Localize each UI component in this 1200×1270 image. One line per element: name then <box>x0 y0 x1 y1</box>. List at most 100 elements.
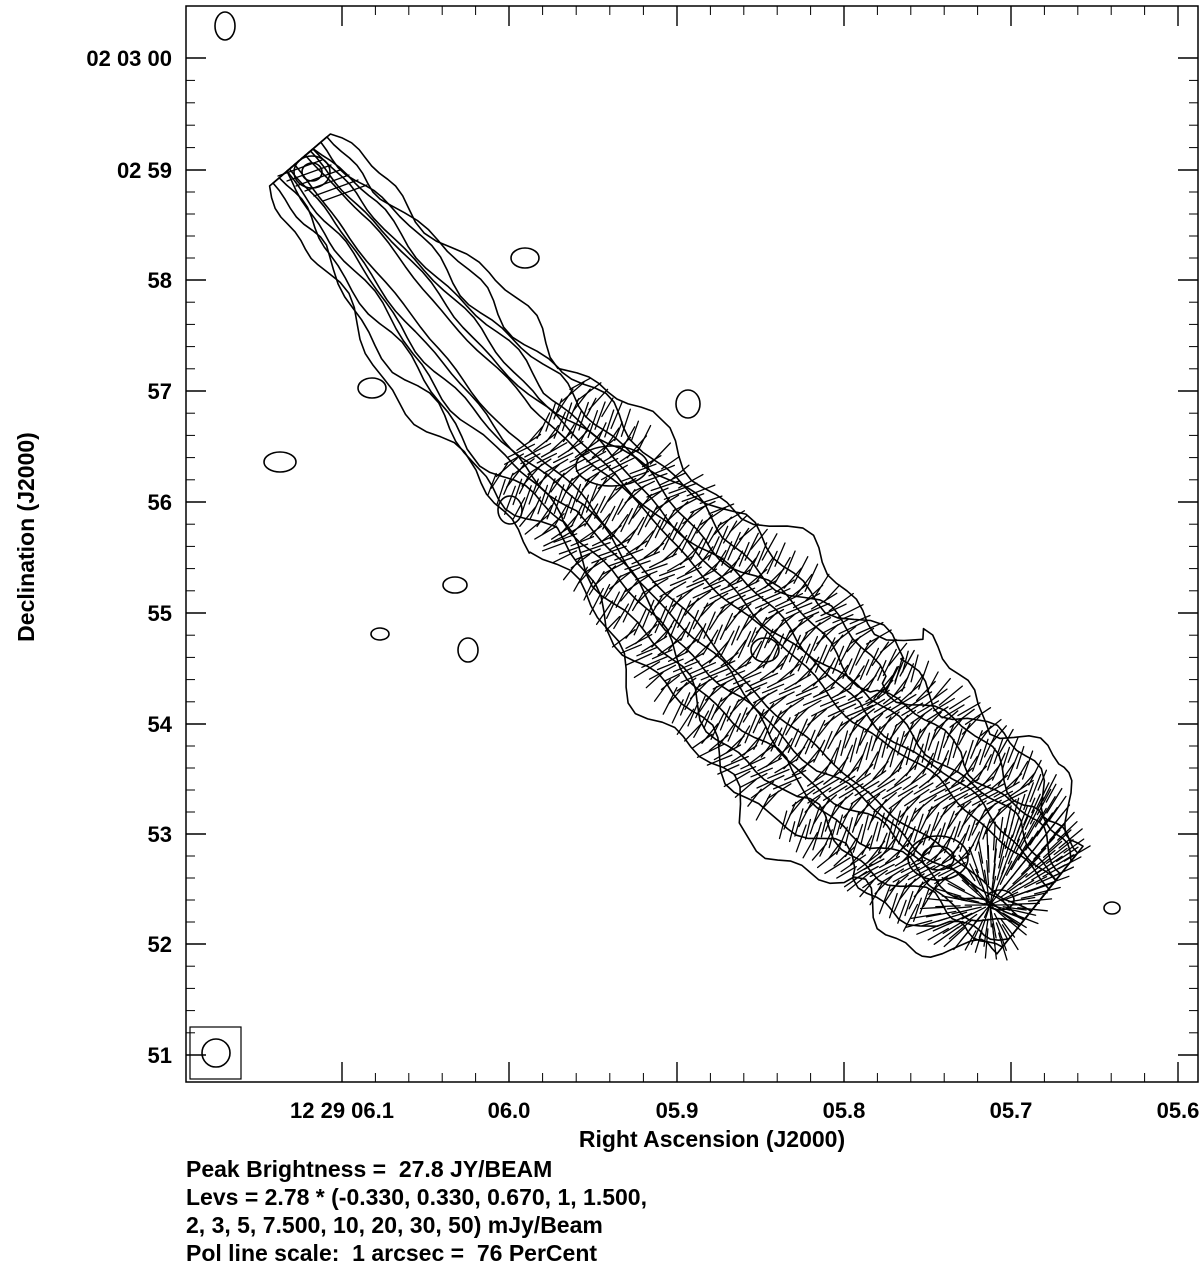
pol-vector <box>894 853 916 867</box>
pol-vector <box>971 808 987 836</box>
pol-vector <box>726 699 740 722</box>
pol-vector <box>629 463 657 475</box>
pol-vector <box>885 861 911 875</box>
pol-vector <box>553 533 578 543</box>
pol-vector <box>1007 838 1020 865</box>
pol-vector <box>1046 787 1063 814</box>
pol-vector <box>824 657 836 678</box>
pol-vector <box>1017 907 1048 912</box>
pol-vector <box>871 641 890 667</box>
pol-vector <box>1044 806 1058 826</box>
pol-vector <box>575 458 602 472</box>
pol-vector <box>836 826 848 855</box>
pol-vector <box>899 683 921 703</box>
pol-vector <box>1008 896 1036 903</box>
pol-vector <box>750 528 768 550</box>
pol-vector <box>286 164 332 182</box>
y-tick-label: 02 03 00 <box>86 46 172 71</box>
pol-vector <box>1033 886 1061 895</box>
pol-vector <box>662 686 678 715</box>
pol-vector <box>787 728 799 754</box>
pol-vector <box>709 586 738 600</box>
pol-vector <box>797 631 809 651</box>
pol-vector <box>756 542 768 567</box>
pol-vector <box>661 455 680 470</box>
pol-vector <box>910 761 933 785</box>
pol-vector <box>710 697 723 721</box>
pol-vector <box>937 862 966 877</box>
pol-vector <box>1007 873 1028 891</box>
pol-vector <box>794 808 804 837</box>
pol-vector <box>563 495 573 520</box>
pol-vector <box>1045 847 1068 865</box>
pol-vector <box>959 824 971 853</box>
beam-indicator <box>189 1026 242 1080</box>
pol-vector <box>1040 875 1070 888</box>
pol-vector <box>636 583 657 605</box>
plot-frame <box>185 5 1199 1083</box>
pol-vector <box>720 630 735 657</box>
pol-vector <box>1007 751 1020 781</box>
pol-vector <box>559 458 586 473</box>
pol-vector <box>882 648 897 677</box>
pol-vector <box>580 541 611 553</box>
pol-vector <box>637 511 650 536</box>
pol-vector <box>662 522 678 551</box>
pol-vector <box>901 722 914 747</box>
pol-vector <box>1057 821 1078 841</box>
pol-vector <box>933 926 960 945</box>
pol-vector <box>824 804 837 832</box>
pol-vector <box>943 826 956 854</box>
pol-vector <box>1016 745 1025 770</box>
pol-vector <box>684 554 710 575</box>
pol-vector <box>687 701 699 727</box>
y-tick-label: 54 <box>148 712 173 737</box>
pol-vector <box>785 550 796 575</box>
pol-vector <box>715 525 729 555</box>
pol-vector <box>957 913 978 929</box>
pol-vector <box>926 848 946 865</box>
pol-vector <box>661 598 675 627</box>
pol-vector <box>986 790 1014 805</box>
pol-vector <box>865 735 873 761</box>
pol-vector <box>1012 862 1036 885</box>
pol-vector <box>772 776 802 790</box>
pol-vector <box>676 582 705 598</box>
pol-vector <box>607 481 628 503</box>
pol-vector <box>679 692 691 716</box>
pol-vector <box>710 711 725 740</box>
pol-vector <box>953 895 980 903</box>
pol-vector <box>912 728 922 754</box>
pol-vector <box>868 846 894 866</box>
pol-vector <box>631 551 661 565</box>
pol-vector <box>685 628 703 654</box>
pol-vector <box>819 674 845 695</box>
pol-vector <box>524 442 552 458</box>
pol-vector <box>561 402 573 432</box>
pol-vector <box>536 452 558 464</box>
pol-vector <box>791 758 815 776</box>
pol-vector <box>648 464 676 477</box>
pol-vector <box>1033 836 1056 860</box>
pol-vector <box>641 455 662 468</box>
pol-vector <box>661 544 682 563</box>
pol-vector <box>953 927 972 951</box>
pol-vector <box>907 865 936 881</box>
pol-vector <box>1031 793 1041 814</box>
pol-vector <box>677 600 692 628</box>
y-tick-label: 57 <box>148 379 172 404</box>
pol-vector <box>543 534 567 547</box>
pol-vector <box>774 579 795 594</box>
pol-vector <box>832 613 854 624</box>
pol-vector <box>1005 773 1023 790</box>
pol-vector <box>722 520 738 544</box>
pol-vector <box>1011 816 1020 838</box>
pol-vector <box>572 388 591 412</box>
x-tick-label: 06.0 <box>488 1098 531 1123</box>
pol-vector <box>820 603 847 617</box>
pol-vector <box>1020 892 1048 899</box>
pol-vector <box>801 746 822 772</box>
pol-vector <box>657 637 683 656</box>
pol-vector <box>1029 773 1042 803</box>
pol-vector <box>583 579 594 601</box>
